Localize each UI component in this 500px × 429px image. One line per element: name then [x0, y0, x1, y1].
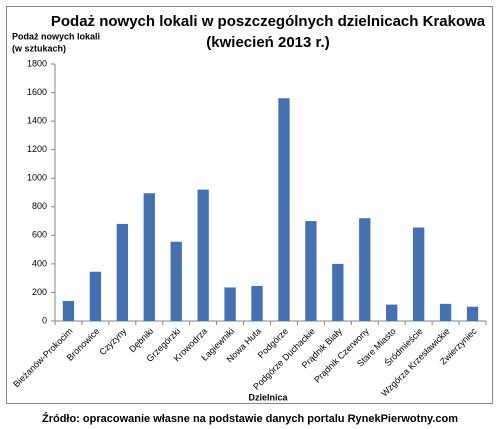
source-note: Źródło: opracowanie własne na podstawie …	[42, 412, 458, 425]
y-tick-label: 1400	[27, 115, 47, 125]
y-tick-label: 200	[32, 287, 47, 297]
y-tick-label: 600	[32, 230, 47, 240]
x-tick-label: Czyżyny	[97, 326, 128, 357]
x-axis-title: Dzielnica	[248, 392, 288, 402]
bar	[116, 223, 129, 321]
y-tick-label: 800	[32, 201, 47, 211]
bar	[466, 306, 479, 321]
y-tick-label: 0	[42, 315, 47, 325]
y-axis-title: (w sztukach)	[12, 43, 66, 53]
y-tick-label: 1000	[27, 173, 47, 183]
y-tick-label: 400	[32, 258, 47, 268]
bar	[89, 271, 102, 321]
bar	[170, 241, 182, 321]
y-tick-label: 1200	[27, 144, 47, 154]
bar	[197, 189, 209, 321]
chart-title: Podaż nowych lokali w poszczególnych dzi…	[51, 13, 486, 30]
bar	[224, 287, 236, 321]
bar	[278, 98, 290, 322]
bar	[359, 218, 371, 321]
bar	[62, 301, 75, 321]
bar	[251, 286, 263, 321]
chart-border	[6, 6, 493, 404]
bar	[412, 227, 425, 321]
y-tick-label: 1800	[27, 58, 47, 68]
chart-title: (kwiecień 2013 r.)	[206, 34, 329, 51]
y-tick-label: 1600	[27, 87, 47, 97]
bar	[439, 303, 452, 321]
bar	[386, 304, 398, 321]
bar	[332, 263, 344, 321]
bar	[305, 221, 317, 321]
x-tick-label: Bieżanów-Prokocim	[11, 326, 74, 389]
bar	[143, 193, 155, 321]
y-axis-title: Podaż nowych lokali	[12, 31, 100, 41]
